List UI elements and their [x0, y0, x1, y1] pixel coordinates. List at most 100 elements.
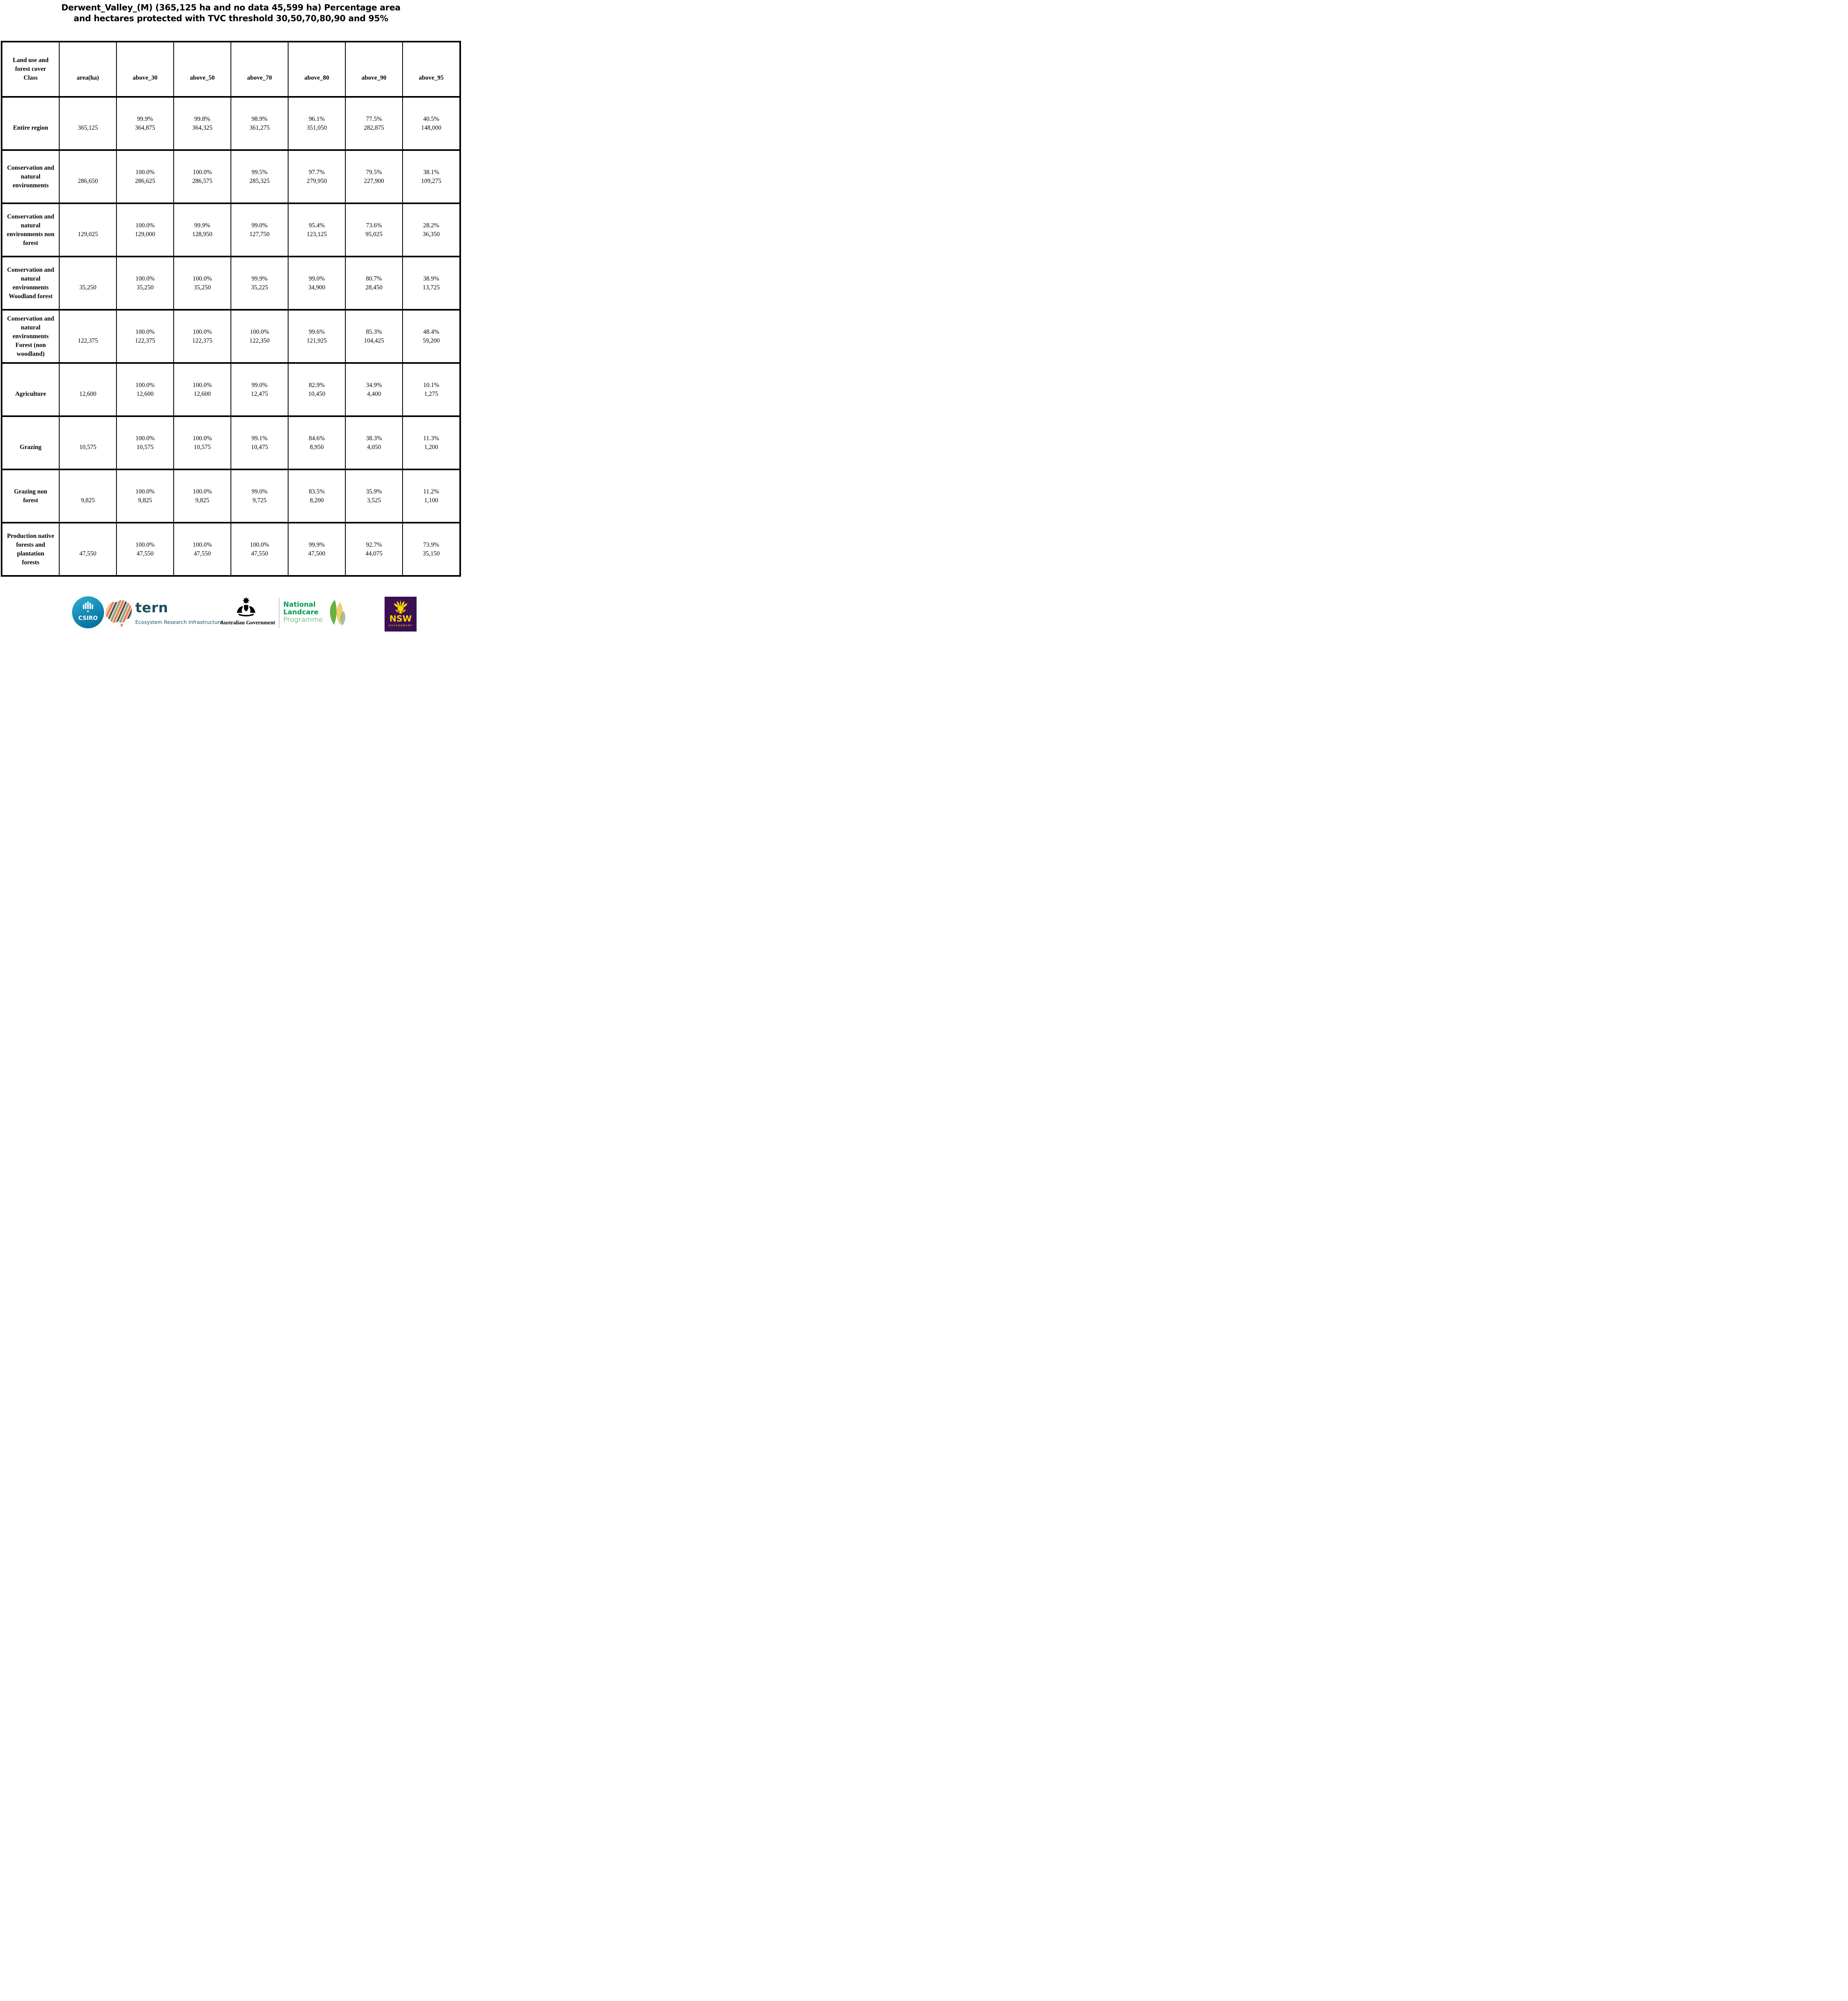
hectares-value: 12,600 [136, 390, 154, 397]
value-cell: 100.0% 286,575 [174, 151, 231, 203]
logo-strip: CSIRO [0, 595, 462, 632]
nsw-waratah-icon [393, 600, 408, 614]
value-cell: 100.0% 129,000 [117, 204, 174, 256]
value-cell: 73.9% 35,150 [403, 523, 459, 575]
row-label: Conservation and natural environments [2, 151, 60, 203]
hectares-value: 44,075 [365, 550, 383, 557]
percent-value: 100.0% [192, 488, 212, 495]
csiro-label: CSIRO [78, 615, 98, 622]
area-cell: 35,250 [60, 257, 117, 309]
area-cell: 9,825 [60, 470, 117, 522]
value-cell: 38.9% 13,725 [403, 257, 459, 309]
area-cell: 286,650 [60, 151, 117, 203]
percent-value: 92.7% [366, 541, 382, 548]
hectares-value: 3,525 [367, 497, 381, 504]
value-cell: 96.1% 351,050 [289, 98, 346, 149]
percent-value: 100.0% [135, 381, 155, 389]
area-cell: 365,125 [60, 98, 117, 149]
percent-value: 40.5% [423, 115, 439, 122]
percent-value: 11.3% [423, 435, 439, 442]
hectares-value: 4,050 [367, 443, 381, 451]
area-cell: 122,375 [60, 311, 117, 362]
table-row: Entire region 365,125 99.9% 364,875 99.8% 364… [2, 98, 459, 151]
nsw-government-logo: NSW GOVERNMENT [385, 597, 417, 632]
area-cell: 47,550 [60, 523, 117, 575]
percent-value: 11.2% [423, 488, 439, 495]
hectares-value: 121,925 [307, 337, 327, 344]
percent-value: 73.6% [366, 222, 382, 229]
percent-value: 100.0% [250, 541, 269, 548]
value-cell: 10.1% 1,275 [403, 364, 459, 415]
column-header-class: Land use and forest cover Class [2, 42, 60, 96]
column-header-above-50: above_50 [174, 42, 231, 96]
hectares-value: 285,325 [249, 177, 270, 184]
percent-value: 99.6% [309, 328, 325, 335]
column-header-area-ha-: area(ha) [60, 42, 117, 96]
value-cell: 95.4% 123,125 [289, 204, 346, 256]
table-row: Grazing 10,575 100.0% 10,575 100.0% 10,575 99.… [2, 417, 459, 470]
value-cell: 77.5% 282,875 [346, 98, 403, 149]
value-cell: 100.0% 122,375 [117, 311, 174, 362]
percent-value: 99.9% [309, 541, 325, 548]
percent-value: 100.0% [135, 435, 155, 442]
percent-value: 100.0% [135, 222, 155, 229]
value-cell: 28.2% 36,350 [403, 204, 459, 256]
value-cell: 100.0% 9,825 [174, 470, 231, 522]
value-cell: 92.7% 44,075 [346, 523, 403, 575]
percent-value: 84.6% [309, 435, 325, 442]
hectares-value: 122,375 [135, 337, 155, 344]
percent-value: 100.0% [135, 328, 155, 335]
percent-value: 99.9% [137, 115, 153, 122]
value-cell: 35.9% 3,525 [346, 470, 403, 522]
row-label: Agriculture [2, 364, 60, 415]
nsw-label: NSW [389, 614, 412, 624]
value-cell: 98.9% 361,275 [231, 98, 289, 149]
table-row: Conservation and natural environments no… [2, 204, 459, 257]
hectares-value: 1,200 [424, 443, 438, 451]
percent-value: 38.3% [366, 435, 382, 442]
percent-value: 100.0% [192, 435, 212, 442]
percent-value: 35.9% [366, 488, 382, 495]
hectares-value: 122,350 [249, 337, 270, 344]
percent-value: 97.7% [309, 168, 325, 176]
hectares-value: 10,575 [136, 443, 154, 451]
hectares-value: 279,950 [307, 177, 327, 184]
row-label: Conservation and natural environments Fo… [2, 311, 60, 362]
australian-government-logo: Australian Government [220, 597, 275, 626]
hectares-value: 35,150 [423, 550, 440, 557]
percent-value: 38.9% [423, 275, 439, 282]
hectares-value: 35,225 [251, 284, 268, 291]
column-header-above-80: above_80 [289, 42, 346, 96]
percent-value: 100.0% [135, 168, 155, 176]
percent-value: 82.9% [309, 381, 325, 389]
hectares-value: 12,600 [194, 390, 211, 397]
hectares-value: 122,375 [192, 337, 212, 344]
hectares-value: 9,725 [253, 497, 267, 504]
hectares-value: 351,050 [307, 124, 327, 131]
table-row: Conservation and natural environments Fo… [2, 311, 459, 364]
csiro-soundwave-icon [83, 602, 93, 612]
landcare-line1: National [283, 601, 316, 609]
csiro-logo: CSIRO [72, 596, 104, 628]
landcare-leaves-icon [330, 600, 345, 626]
percent-value: 95.4% [309, 222, 325, 229]
table-body: Entire region 365,125 99.9% 364,875 99.8% 364… [2, 98, 459, 575]
value-cell: 100.0% 122,375 [174, 311, 231, 362]
percent-value: 77.5% [366, 115, 382, 122]
hectares-value: 8,200 [310, 497, 324, 504]
value-cell: 100.0% 122,350 [231, 311, 289, 362]
percent-value: 100.0% [192, 328, 212, 335]
percent-value: 99.8% [194, 115, 210, 122]
value-cell: 100.0% 47,550 [174, 523, 231, 575]
percent-value: 100.0% [135, 541, 155, 548]
value-cell: 99.5% 285,325 [231, 151, 289, 203]
hectares-value: 12,475 [251, 390, 268, 397]
hectares-value: 127,750 [249, 231, 270, 238]
column-header-above-70: above_70 [231, 42, 289, 96]
hectares-value: 1,275 [424, 390, 438, 397]
percent-value: 100.0% [192, 275, 212, 282]
percent-value: 10.1% [423, 381, 439, 389]
hectares-value: 286,575 [192, 177, 212, 184]
percent-value: 38.1% [423, 168, 439, 176]
percent-value: 99.0% [251, 488, 268, 495]
